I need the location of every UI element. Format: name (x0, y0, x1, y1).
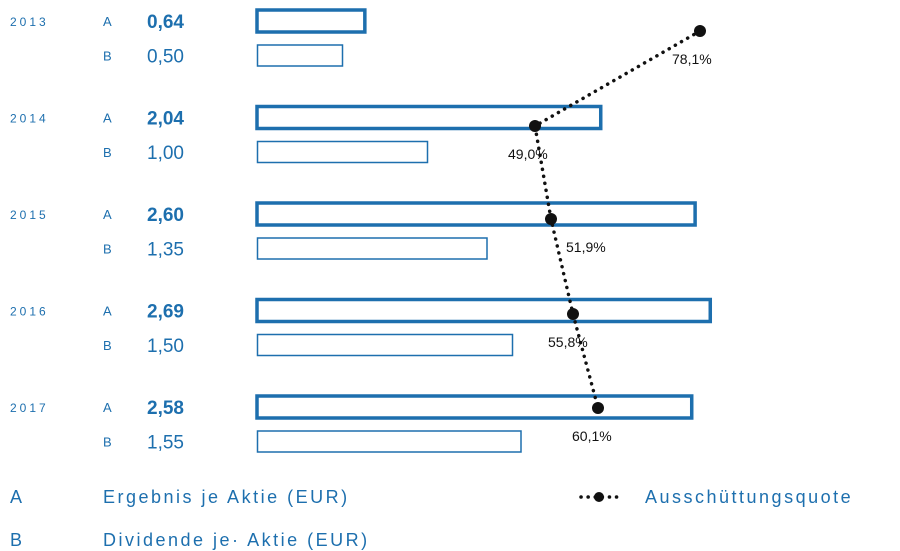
payout-label: 60,1% (572, 428, 612, 444)
data-label-b: 1,50 (147, 336, 184, 357)
year-label: 2016 (10, 305, 49, 319)
year-label: 2017 (10, 401, 49, 415)
legend-key-a: A (10, 487, 22, 507)
bar-a (255, 8, 367, 34)
year-label: 2013 (10, 15, 49, 29)
data-label-b: 1,00 (147, 143, 184, 164)
series-key-a: A (103, 14, 112, 29)
data-label-a: 2,04 (147, 109, 184, 130)
legend-label-b: Dividende je· Aktie (EUR) (103, 530, 370, 550)
series-key-b: B (103, 49, 112, 64)
series-key-b: B (103, 338, 112, 353)
legend-label-line: Ausschüttungsquote (645, 487, 853, 507)
bar-b (256, 430, 522, 453)
bar-b (256, 333, 514, 357)
payout-point (529, 120, 541, 132)
bar-b (256, 140, 429, 164)
year-label: 2014 (10, 112, 49, 126)
series-key-b: B (103, 435, 112, 450)
payout-label: 51,9% (566, 239, 606, 255)
legend-label-a: Ergebnis je Aktie (EUR) (103, 487, 350, 507)
data-label-a: 2,60 (147, 205, 184, 226)
data-label-b: 1,55 (147, 433, 184, 454)
series-key-b: B (103, 242, 112, 257)
data-label-a: 2,69 (147, 302, 184, 323)
payout-label: 55,8% (548, 334, 588, 350)
series-key-a: A (103, 304, 112, 319)
series-key-b: B (103, 145, 112, 160)
bar-a (255, 394, 694, 420)
series-key-a: A (103, 400, 112, 415)
series-key-a: A (103, 111, 112, 126)
bar-a (255, 201, 697, 227)
bar-a (255, 297, 713, 324)
year-label: 2015 (10, 208, 49, 222)
legend: A Ergebnis je Aktie (EUR) B Dividende je… (10, 487, 853, 550)
payout-label: 49,0% (508, 146, 548, 162)
bar-a (255, 104, 603, 131)
legend-key-b: B (10, 530, 22, 550)
data-label-a: 2,58 (147, 398, 184, 419)
payout-point (567, 308, 579, 320)
payout-label: 78,1% (672, 51, 712, 67)
data-label-b: 0,50 (147, 47, 184, 68)
legend-dot-icon (594, 492, 604, 502)
payout-point (592, 402, 604, 414)
series-key-a: A (103, 207, 112, 222)
payout-point (694, 25, 706, 37)
bar-b (256, 237, 488, 260)
payout-line-layer: 78,1% 49,0% 51,9% 55,8% 60,1% (508, 25, 712, 444)
data-label-b: 1,35 (147, 240, 184, 261)
payout-point (545, 213, 557, 225)
bars-layer: 2013 A B 0,64 0,50 2014 A B 2,04 1,00 2015 A B 2,60 1,… (10, 8, 713, 454)
bar-b (256, 44, 344, 67)
payout-ratio-line (533, 29, 702, 410)
data-label-a: 0,64 (147, 12, 184, 33)
